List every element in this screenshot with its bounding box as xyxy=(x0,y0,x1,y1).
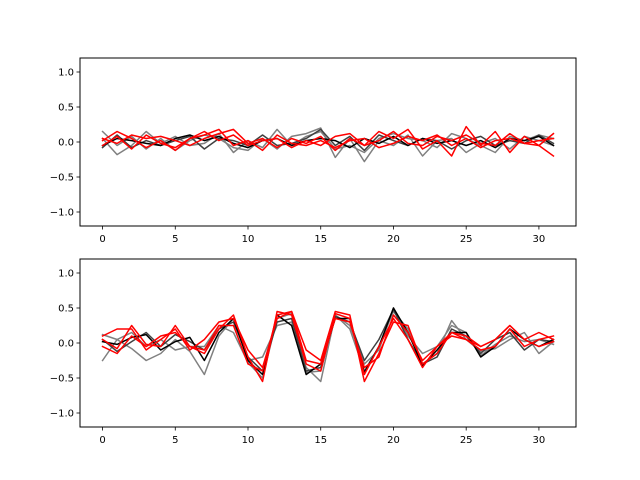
series-line-6 xyxy=(101,310,555,383)
y-tick-label: 0.0 xyxy=(58,339,74,350)
series-group xyxy=(101,307,555,383)
x-tick-label: 20 xyxy=(387,234,400,245)
x-tick-label: 0 xyxy=(99,435,105,446)
x-tick-label: 5 xyxy=(172,234,178,245)
y-tick-label: −1.0 xyxy=(50,208,74,219)
series-group xyxy=(101,125,555,163)
y-tick-label: −0.5 xyxy=(50,374,74,385)
y-tick-label: 1.0 xyxy=(58,68,74,79)
y-tick-label: 0.5 xyxy=(58,103,74,114)
x-tick-label: 30 xyxy=(533,234,546,245)
x-tick-label: 5 xyxy=(172,435,178,446)
x-tick-label: 10 xyxy=(242,234,255,245)
x-tick-label: 25 xyxy=(460,435,473,446)
top-axes: 0 5 10 15 20 25 30 −1.0 −0.5 0.0 0.5 1.0 xyxy=(50,57,577,245)
y-tick-label: 0.5 xyxy=(58,304,74,315)
x-tick-label: 15 xyxy=(314,435,327,446)
y-tick-label: 0.0 xyxy=(58,138,74,149)
x-tick-label: 10 xyxy=(242,435,255,446)
x-tick-label: 0 xyxy=(99,234,105,245)
x-tick-label: 20 xyxy=(387,435,400,446)
series-line-2 xyxy=(101,128,555,152)
x-tick-label: 15 xyxy=(314,234,327,245)
y-tick-label: 1.0 xyxy=(58,269,74,280)
x-tick-label: 25 xyxy=(460,234,473,245)
x-tick-label: 30 xyxy=(533,435,546,446)
y-tick-label: −0.5 xyxy=(50,173,74,184)
series-line-6 xyxy=(101,128,555,152)
y-tick-label: −1.0 xyxy=(50,409,74,420)
bottom-axes: 0 5 10 15 20 25 30 −1.0 −0.5 0.0 0.5 1.0 xyxy=(50,258,577,446)
